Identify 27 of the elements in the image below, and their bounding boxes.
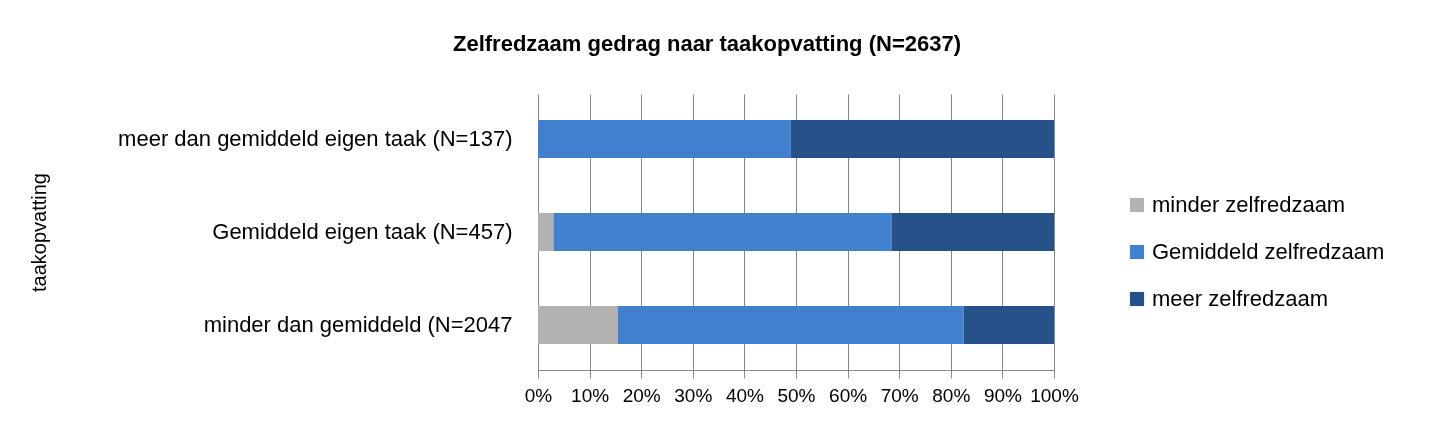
bar: [538, 212, 554, 252]
x-tick-label: 60%: [829, 384, 868, 406]
x-tick-label: 80%: [932, 384, 971, 406]
x-tick-label: 70%: [880, 384, 919, 406]
x-tick-label: 20%: [622, 384, 661, 406]
legend-label: minder zelfredzaam: [1152, 192, 1346, 217]
bar: [617, 305, 964, 344]
y-axis-title: taakopvatting: [27, 173, 50, 292]
bar: [891, 212, 1054, 252]
x-tick-label: 50%: [777, 384, 816, 406]
bar: [538, 120, 791, 159]
x-tick-label: 0%: [524, 384, 553, 406]
x-tick-label: 40%: [725, 384, 765, 406]
chart-title: Zelfredzaam gedrag naar taakopvatting (N=2637): [453, 31, 961, 56]
x-tick-label: 10%: [571, 384, 610, 406]
bar: [963, 305, 1054, 344]
bar: [790, 120, 1054, 159]
y-tick-label: Gemiddeld eigen taak (N=457): [212, 219, 513, 244]
y-tick-label: meer dan gemiddeld eigen taak (N=137): [118, 126, 513, 152]
bar: [553, 212, 892, 252]
x-tick-label: 90%: [983, 384, 1023, 406]
bar: [538, 305, 618, 344]
x-tick-label: 100%: [1030, 384, 1079, 406]
legend-label: meer zelfredzaam: [1152, 286, 1329, 311]
x-tick-label: 30%: [674, 384, 713, 406]
legend-label: Gemiddeld zelfredzaam: [1152, 239, 1385, 264]
y-tick-label: minder dan gemiddeld (N=2047: [203, 311, 513, 337]
